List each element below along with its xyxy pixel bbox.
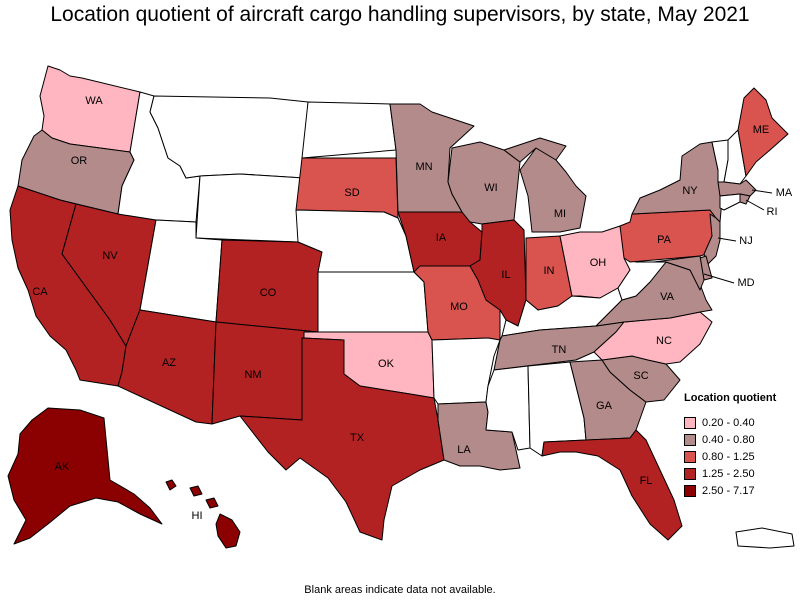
state-fl[interactable] bbox=[541, 429, 683, 541]
label-nv: NV bbox=[102, 250, 118, 262]
legend-label: 1.25 - 2.50 bbox=[702, 467, 755, 480]
label-wi: WI bbox=[484, 182, 497, 194]
label-in: IN bbox=[544, 265, 555, 277]
label-mn: MN bbox=[415, 161, 432, 173]
label-az: AZ bbox=[162, 357, 176, 369]
state-me[interactable] bbox=[737, 87, 789, 177]
label-pa: PA bbox=[657, 234, 672, 246]
label-hi: HI bbox=[192, 510, 203, 522]
state-nd[interactable] bbox=[301, 101, 397, 159]
label-ma: MA bbox=[776, 187, 793, 199]
map-title: Location quotient of aircraft cargo hand… bbox=[50, 3, 750, 26]
label-sc: SC bbox=[633, 370, 648, 382]
label-ia: IA bbox=[436, 232, 447, 244]
state-ny[interactable] bbox=[631, 141, 723, 223]
label-nc: NC bbox=[656, 335, 672, 347]
label-ny: NY bbox=[682, 185, 698, 197]
label-mi: MI bbox=[554, 208, 566, 220]
legend-item: 0.80 - 1.25 bbox=[684, 448, 796, 465]
label-leader-lines bbox=[703, 189, 773, 284]
state-mi[interactable] bbox=[503, 137, 587, 233]
state-mt[interactable] bbox=[149, 95, 309, 179]
legend-label: 0.40 - 0.80 bbox=[702, 433, 755, 446]
state-ak[interactable] bbox=[7, 407, 163, 545]
state-ct[interactable] bbox=[719, 193, 741, 211]
legend-label: 0.80 - 1.25 bbox=[702, 450, 755, 463]
legend-label: 0.20 - 0.40 bbox=[702, 416, 755, 429]
label-or: OR bbox=[71, 155, 88, 167]
state-tx[interactable] bbox=[239, 337, 445, 541]
legend-label: 2.50 - 7.17 bbox=[702, 484, 755, 497]
label-il: IL bbox=[501, 269, 510, 281]
legend-swatch bbox=[684, 484, 696, 497]
label-nj: NJ bbox=[739, 235, 752, 247]
label-md: MD bbox=[737, 277, 754, 289]
label-wa: WA bbox=[85, 95, 103, 107]
legend-item: 0.40 - 0.80 bbox=[684, 431, 796, 448]
legend-swatch bbox=[684, 433, 696, 446]
state-wy[interactable] bbox=[195, 173, 305, 243]
state-ri[interactable] bbox=[739, 193, 751, 205]
label-ca: CA bbox=[32, 286, 48, 298]
legend-swatch bbox=[684, 450, 696, 463]
state-nj[interactable] bbox=[703, 213, 721, 265]
legend-swatch bbox=[684, 416, 696, 429]
state-il[interactable] bbox=[469, 219, 527, 327]
label-tn: TN bbox=[552, 344, 567, 356]
state-md[interactable] bbox=[653, 255, 705, 291]
state-mo[interactable] bbox=[413, 265, 501, 341]
label-va: VA bbox=[660, 291, 675, 303]
legend-item: 2.50 - 7.17 bbox=[684, 482, 796, 499]
label-ak: AK bbox=[55, 461, 70, 473]
label-la: LA bbox=[457, 444, 471, 456]
state-hi[interactable] bbox=[165, 479, 241, 549]
label-fl: FL bbox=[640, 475, 653, 487]
legend-item: 0.20 - 0.40 bbox=[684, 414, 796, 431]
label-sd: SD bbox=[344, 187, 359, 199]
label-me: ME bbox=[753, 124, 770, 136]
label-mo: MO bbox=[450, 301, 468, 313]
legend-swatch bbox=[684, 467, 696, 480]
label-ga: GA bbox=[596, 400, 613, 412]
label-co: CO bbox=[260, 287, 277, 299]
label-nm: NM bbox=[244, 369, 261, 381]
state-ks[interactable] bbox=[317, 271, 429, 333]
label-tx: TX bbox=[350, 432, 365, 444]
label-ri: RI bbox=[767, 206, 778, 218]
label-ok: OK bbox=[378, 358, 395, 370]
legend: Location quotient 0.20 - 0.40 0.40 - 0.8… bbox=[684, 392, 796, 499]
footnote: Blank areas indicate data not available. bbox=[304, 584, 496, 596]
state-pr[interactable] bbox=[735, 527, 795, 549]
legend-item: 1.25 - 2.50 bbox=[684, 465, 796, 482]
state-labels: WA OR CA NV AZ CO NM SD OK TX MN IA MO L… bbox=[32, 95, 793, 522]
legend-title: Location quotient bbox=[684, 392, 777, 404]
label-oh: OH bbox=[590, 257, 607, 269]
